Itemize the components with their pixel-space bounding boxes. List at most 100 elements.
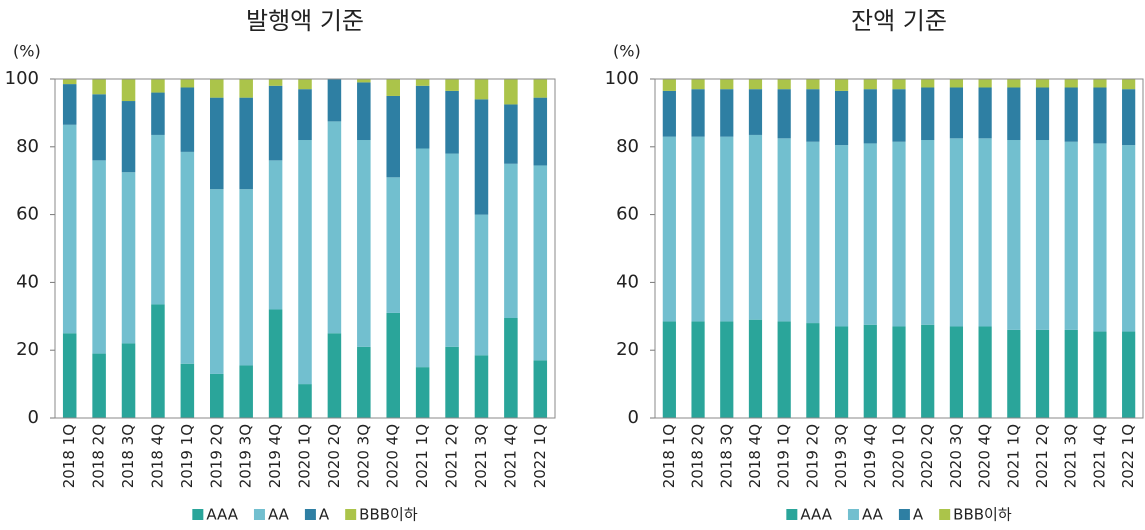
bar-segment xyxy=(662,79,676,91)
x-tick-label: 2021 3Q xyxy=(1062,424,1080,488)
x-tick-label: 2019 1Q xyxy=(178,424,196,488)
x-tick-label: 2020 4Q xyxy=(384,424,402,488)
bar-segment xyxy=(298,384,312,418)
x-tick-label: 2018 1Q xyxy=(660,424,678,488)
x-tick-label: 2021 2Q xyxy=(1033,424,1051,488)
y-tick-label: 80 xyxy=(16,136,39,157)
bar-segment xyxy=(949,87,964,139)
x-tick-label: 2018 3Q xyxy=(119,424,137,488)
bar-segment xyxy=(777,138,791,322)
bar-segment xyxy=(1007,87,1021,141)
bar-segment xyxy=(210,189,224,374)
bar-segment xyxy=(62,124,77,334)
bar-segment xyxy=(1064,79,1078,88)
bar-segment xyxy=(978,87,992,139)
bar-segment xyxy=(180,151,195,364)
legend-swatch xyxy=(345,509,357,520)
bar-segment xyxy=(62,84,77,125)
bar-segment xyxy=(806,89,820,142)
x-tick-label: 2022 1Q xyxy=(531,424,549,488)
x-tick-label: 2021 1Q xyxy=(1004,424,1022,488)
bar-segment xyxy=(748,89,763,135)
x-tick-label: 2019 4Q xyxy=(266,424,284,488)
bar-segment xyxy=(239,79,253,98)
bar-segment xyxy=(978,138,992,327)
x-tick-label: 2020 1Q xyxy=(890,424,908,488)
bar-segment xyxy=(268,160,283,310)
x-tick-label: 2018 2Q xyxy=(689,424,707,488)
bar-segment xyxy=(504,79,518,105)
y-axis-label: (%) xyxy=(613,42,641,61)
bar-segment xyxy=(386,95,400,178)
bar-segment xyxy=(720,89,734,137)
bar-segment xyxy=(92,353,106,418)
bar-segment xyxy=(892,89,906,142)
bar-segment xyxy=(151,79,165,93)
bar-segment xyxy=(180,363,195,418)
bar-segment xyxy=(268,309,283,418)
legend-swatch xyxy=(192,509,204,520)
legend: AAA AA A BBB이하 xyxy=(786,506,1012,524)
bar-segment xyxy=(1093,331,1107,418)
bar-segment xyxy=(1093,87,1107,144)
bar-segment xyxy=(386,177,400,313)
bar-segment xyxy=(1064,329,1078,418)
bar-segment xyxy=(210,373,224,418)
chart-title: 잔액 기준 xyxy=(851,7,947,35)
bar-segment xyxy=(662,136,676,322)
x-tick-label: 2021 4Q xyxy=(501,424,519,488)
y-tick-label: 100 xyxy=(605,68,639,89)
legend: AAA AA A BBB이하 xyxy=(192,506,418,524)
y-tick-label: 80 xyxy=(616,136,639,157)
bar-segment xyxy=(210,79,224,98)
bar-segment xyxy=(777,79,791,90)
bar-segment xyxy=(806,323,820,418)
bar-segment xyxy=(978,326,992,418)
bar-segment xyxy=(834,79,849,91)
legend-swatch xyxy=(847,509,859,520)
bar-segment xyxy=(474,99,489,215)
x-tick-label: 2018 4Q xyxy=(746,424,764,488)
bar-segment xyxy=(863,79,877,90)
x-tick-label: 2020 3Q xyxy=(354,424,372,488)
bar-segment xyxy=(415,79,430,86)
bar-segment xyxy=(268,85,283,161)
bar-segment xyxy=(62,333,77,418)
bar-segment xyxy=(504,104,518,164)
x-tick-label: 2021 1Q xyxy=(413,424,431,488)
bar-segment xyxy=(445,153,459,347)
legend-swatch xyxy=(253,509,265,520)
bar-segment xyxy=(180,79,195,88)
bar-segment xyxy=(474,214,489,356)
bar-segment xyxy=(210,97,224,190)
bar-segment xyxy=(327,121,342,334)
x-tick-label: 2019 3Q xyxy=(832,424,850,488)
bar-segment xyxy=(357,140,371,347)
bar-segment xyxy=(298,89,312,141)
bar-segment xyxy=(949,326,964,418)
bar-segment xyxy=(691,79,705,90)
bar-segment xyxy=(504,163,518,318)
legend-label: AA xyxy=(862,506,884,524)
legend-label: AAA xyxy=(206,506,238,524)
bar-segment xyxy=(239,189,253,366)
x-tick-label: 2021 4Q xyxy=(1090,424,1108,488)
y-tick-label: 100 xyxy=(5,68,39,89)
x-tick-label: 2022 1Q xyxy=(1119,424,1137,488)
bar-segment xyxy=(892,326,906,418)
bar-segment xyxy=(978,79,992,88)
bar-segment xyxy=(1007,329,1021,418)
bar-segment xyxy=(151,92,165,135)
bar-segment xyxy=(121,101,136,173)
bar-segment xyxy=(863,324,877,418)
bar-segment xyxy=(357,79,371,83)
bar-segment xyxy=(1035,329,1050,418)
legend-label: A xyxy=(319,506,330,524)
bar-segment xyxy=(298,79,312,90)
bar-segment xyxy=(1093,143,1107,332)
bar-segment xyxy=(691,136,705,322)
legend-label: A xyxy=(913,506,924,524)
bar-segment xyxy=(949,138,964,327)
x-tick-label: 2021 3Q xyxy=(472,424,490,488)
bar-segment xyxy=(834,326,849,418)
